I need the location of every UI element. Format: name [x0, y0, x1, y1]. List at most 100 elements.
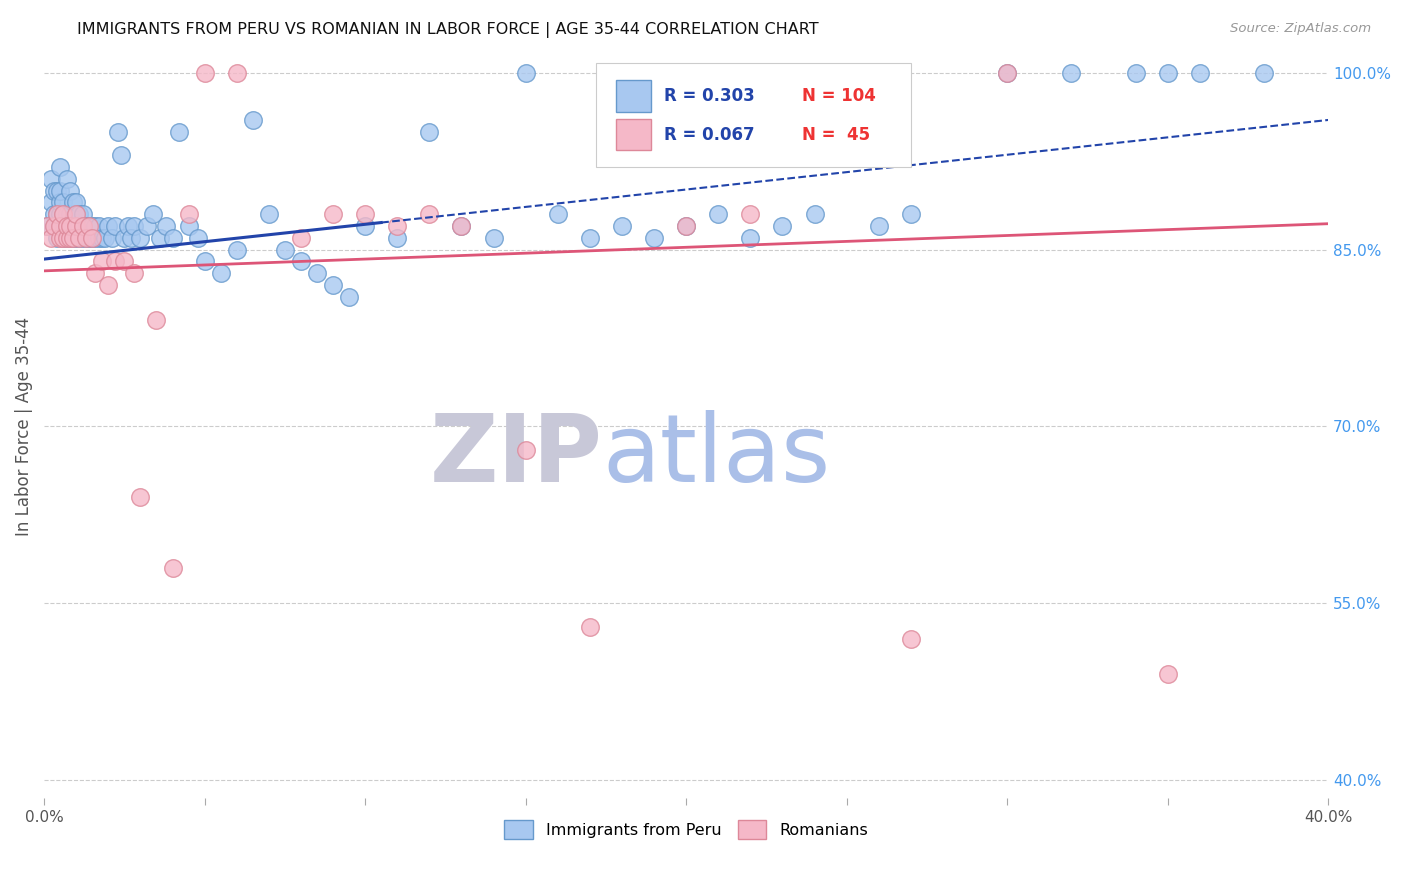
- Point: [122, 219, 145, 233]
- Point: [177, 207, 200, 221]
- Point: [59, 219, 82, 233]
- Point: [90, 231, 112, 245]
- Point: [643, 231, 665, 245]
- Point: [59, 207, 82, 221]
- Point: [122, 266, 145, 280]
- Point: [274, 243, 297, 257]
- Point: [39, 172, 62, 186]
- Point: [77, 219, 100, 233]
- Point: [515, 66, 537, 80]
- Point: [194, 254, 217, 268]
- Point: [387, 231, 409, 245]
- Text: R = 0.303: R = 0.303: [664, 87, 755, 105]
- Point: [55, 219, 77, 233]
- Point: [1156, 66, 1178, 80]
- Point: [59, 184, 82, 198]
- Point: [97, 278, 120, 293]
- Point: [354, 219, 377, 233]
- Point: [84, 266, 107, 280]
- Point: [322, 278, 344, 293]
- Point: [149, 231, 172, 245]
- Point: [129, 231, 152, 245]
- Point: [225, 243, 247, 257]
- Bar: [616, 119, 651, 150]
- Point: [55, 219, 77, 233]
- Point: [1125, 66, 1147, 80]
- Point: [90, 254, 112, 268]
- Point: [87, 231, 110, 245]
- Point: [305, 266, 328, 280]
- Point: [55, 231, 77, 245]
- Point: [49, 184, 72, 198]
- Point: [59, 231, 82, 245]
- Point: [1188, 66, 1211, 80]
- Point: [194, 66, 217, 80]
- Point: [55, 231, 77, 245]
- Point: [37, 219, 59, 233]
- Point: [49, 195, 72, 210]
- Point: [49, 160, 72, 174]
- Point: [482, 231, 505, 245]
- Point: [52, 231, 75, 245]
- Point: [547, 207, 569, 221]
- Point: [62, 195, 84, 210]
- Point: [49, 219, 72, 233]
- Point: [52, 207, 75, 221]
- Point: [72, 219, 94, 233]
- Point: [37, 219, 59, 233]
- Text: N =  45: N = 45: [801, 126, 870, 144]
- Point: [46, 219, 69, 233]
- Point: [42, 219, 65, 233]
- Point: [82, 231, 104, 245]
- Point: [450, 219, 472, 233]
- Point: [49, 207, 72, 221]
- Point: [65, 207, 87, 221]
- Point: [65, 195, 87, 210]
- Point: [145, 313, 167, 327]
- Point: [868, 219, 890, 233]
- Point: [900, 207, 922, 221]
- Point: [62, 219, 84, 233]
- FancyBboxPatch shape: [596, 62, 911, 167]
- Point: [42, 184, 65, 198]
- Point: [87, 219, 110, 233]
- Point: [77, 219, 100, 233]
- Point: [49, 219, 72, 233]
- Text: atlas: atlas: [603, 410, 831, 502]
- Point: [770, 219, 793, 233]
- Point: [52, 231, 75, 245]
- Point: [129, 490, 152, 504]
- Point: [803, 207, 825, 221]
- Point: [52, 219, 75, 233]
- Point: [59, 231, 82, 245]
- Point: [84, 231, 107, 245]
- Point: [42, 207, 65, 221]
- Point: [120, 231, 142, 245]
- Point: [46, 184, 69, 198]
- Point: [72, 207, 94, 221]
- Point: [46, 207, 69, 221]
- Point: [104, 254, 127, 268]
- Point: [675, 219, 697, 233]
- Point: [62, 231, 84, 245]
- Point: [100, 231, 122, 245]
- Point: [1253, 66, 1275, 80]
- Point: [1060, 66, 1083, 80]
- Point: [67, 207, 90, 221]
- Point: [49, 231, 72, 245]
- Bar: [616, 80, 651, 112]
- Point: [94, 231, 117, 245]
- Point: [450, 219, 472, 233]
- Point: [257, 207, 280, 221]
- Point: [65, 219, 87, 233]
- Point: [46, 231, 69, 245]
- Point: [142, 207, 165, 221]
- Point: [77, 231, 100, 245]
- Point: [579, 620, 602, 634]
- Point: [72, 219, 94, 233]
- Point: [55, 207, 77, 221]
- Point: [62, 231, 84, 245]
- Point: [418, 207, 440, 221]
- Point: [75, 231, 97, 245]
- Point: [67, 231, 90, 245]
